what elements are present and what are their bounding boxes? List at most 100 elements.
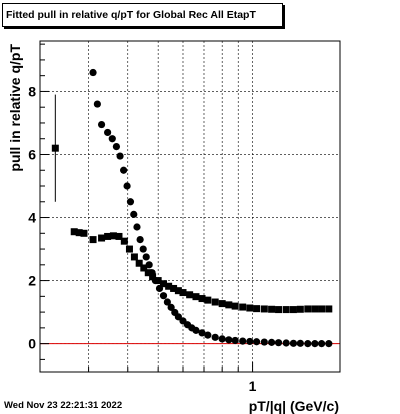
data-point-circle (93, 100, 101, 108)
data-point-square (70, 228, 78, 236)
x-tick-label: 1 (249, 378, 257, 394)
data-point-square (218, 300, 226, 308)
data-point-circle (282, 339, 290, 347)
data-point-square (239, 303, 247, 311)
data-point-square (246, 304, 254, 312)
data-point-circle (108, 135, 116, 143)
data-point-circle (139, 245, 147, 253)
data-point-square (80, 229, 88, 237)
title-box: Fitted pull in relative q/pT for Global … (2, 3, 283, 27)
data-point-circle (218, 335, 226, 343)
data-point-square (174, 287, 182, 295)
data-point-circle (318, 340, 326, 348)
data-point-square (268, 305, 276, 313)
data-point-circle (120, 166, 128, 174)
data-point-square (165, 282, 173, 290)
data-point-circle (126, 198, 135, 206)
data-point-square (144, 269, 152, 277)
data-point-circle (192, 326, 200, 334)
axis-ticks: 0 2 4 6 8 1 (28, 43, 257, 394)
data-point-square (311, 305, 319, 313)
data-point-square (160, 280, 168, 288)
data-point-square (282, 306, 290, 314)
data-point-circle (204, 331, 212, 339)
timestamp: Wed Nov 23 22:21:31 2022 (4, 400, 123, 411)
data-point-square (304, 305, 312, 313)
y-axis-label: pull in relative q/pT (7, 44, 23, 172)
data-point-square (125, 245, 133, 253)
data-point-circle (159, 292, 168, 300)
data-point-square (51, 144, 59, 152)
y-tick-label: 4 (28, 210, 36, 226)
data-point-square (149, 273, 157, 281)
data-point-square (140, 264, 148, 272)
data-point-circle (211, 333, 219, 341)
data-point-circle (116, 152, 124, 160)
data-point-square (253, 305, 261, 313)
data-point-square (231, 302, 239, 310)
data-point-square (130, 253, 138, 261)
data-point-circle (311, 340, 319, 348)
plot-frame (39, 40, 341, 373)
data-point-square (192, 293, 200, 301)
data-point-square (325, 305, 333, 313)
data-point-square (170, 284, 178, 292)
data-point-square (109, 232, 117, 240)
data-point-square (275, 306, 283, 314)
data-point-circle (104, 128, 112, 137)
data-point-circle (268, 338, 276, 346)
data-point-square (104, 232, 112, 240)
data-point-square (115, 232, 123, 240)
data-markers (51, 68, 333, 348)
data-point-circle (167, 303, 175, 311)
data-point-circle (260, 338, 268, 346)
data-point-circle (123, 182, 131, 190)
data-point-circle (133, 223, 141, 231)
data-point-square (289, 306, 297, 314)
y-tick-label: 0 (28, 336, 36, 352)
data-point-circle (112, 143, 121, 151)
data-point-circle (155, 284, 164, 293)
data-point-circle (239, 337, 247, 345)
data-point-square (260, 305, 268, 313)
data-point-circle (225, 336, 233, 344)
grid-lines (40, 41, 340, 372)
data-point-circle (142, 253, 150, 261)
data-point-circle (174, 313, 182, 321)
data-point-circle (136, 236, 144, 244)
data-point-square (98, 234, 106, 242)
y-tick-label: 8 (28, 83, 36, 99)
x-axis-label: pT/|q| (GeV/c) (249, 398, 339, 414)
data-point-square (179, 289, 187, 297)
data-point-circle (274, 339, 283, 347)
data-point-circle (231, 336, 239, 345)
data-point-circle (296, 339, 304, 347)
data-point-square (135, 259, 143, 267)
data-point-circle (148, 269, 156, 277)
data-point-circle (246, 337, 254, 346)
data-point-square (225, 301, 233, 309)
data-point-square (204, 296, 212, 304)
data-point-circle (304, 340, 312, 348)
data-point-circle (253, 338, 261, 346)
data-point-square (318, 305, 326, 313)
data-point-square (89, 236, 97, 244)
data-point-circle (198, 329, 206, 337)
data-point-circle (130, 210, 138, 218)
data-point-circle (97, 120, 106, 129)
y-tick-label: 6 (28, 146, 36, 162)
data-point-square (186, 291, 194, 299)
data-point-square (120, 237, 128, 245)
data-point-circle (289, 339, 298, 347)
y-tick-label: 2 (28, 273, 36, 289)
data-point-circle (145, 261, 153, 269)
data-point-circle (325, 340, 333, 348)
chart-title: Fitted pull in relative q/pT for Global … (6, 9, 256, 21)
data-point-square (75, 229, 83, 237)
data-point-circle (151, 276, 160, 285)
data-point-circle (89, 68, 97, 77)
data-point-square (296, 305, 304, 313)
data-point-circle (163, 298, 171, 306)
data-point-square (198, 295, 206, 303)
